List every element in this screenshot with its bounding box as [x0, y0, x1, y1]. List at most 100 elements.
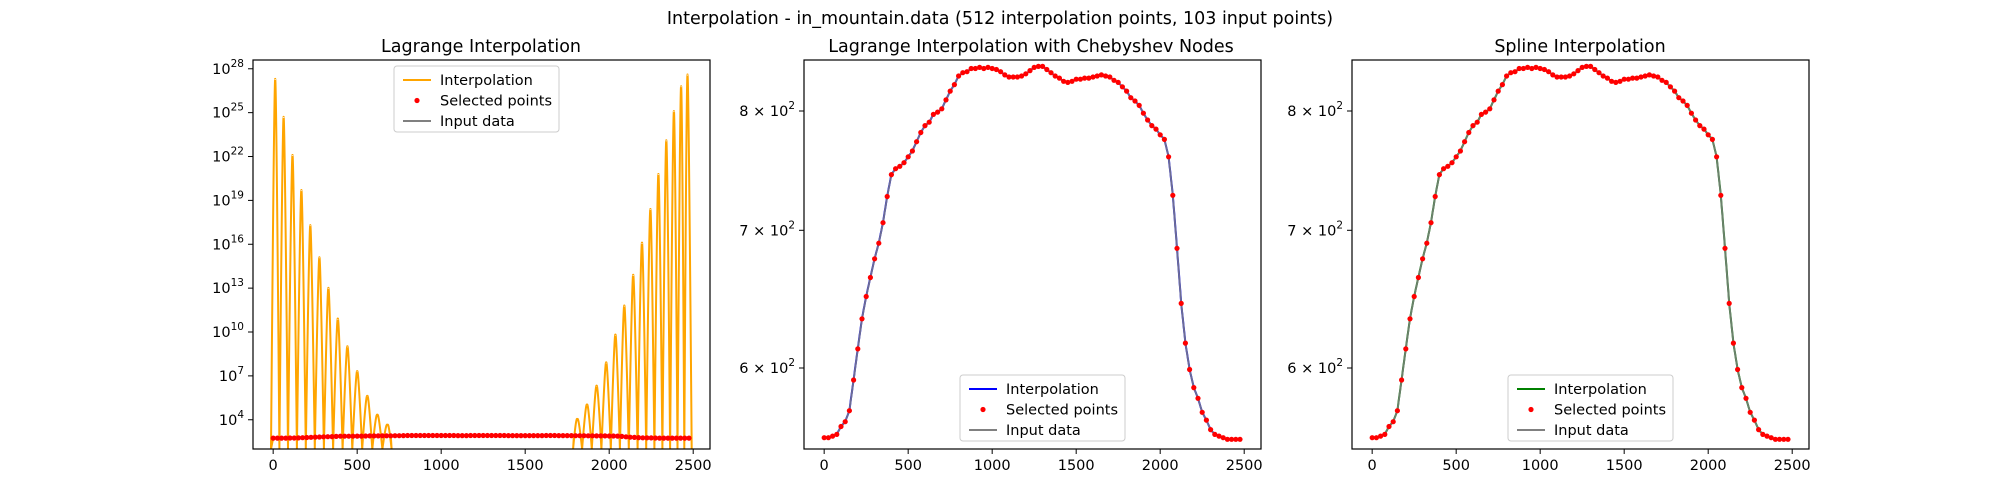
selected-point — [384, 433, 390, 439]
selected-point — [1764, 433, 1770, 439]
selected-point — [1533, 64, 1539, 70]
series-layer — [821, 63, 1243, 442]
selected-point — [1525, 64, 1531, 70]
selected-point — [636, 435, 642, 441]
selected-point — [901, 160, 907, 166]
selected-point — [350, 433, 356, 439]
selected-point — [1040, 63, 1046, 69]
tick-exponent: 2 — [1336, 357, 1343, 369]
selected-point — [1684, 102, 1690, 108]
selected-point — [1090, 74, 1096, 80]
selected-point — [1487, 106, 1493, 112]
selected-point — [1411, 293, 1417, 300]
selected-point — [606, 433, 612, 439]
selected-point — [388, 433, 394, 439]
selected-point — [1504, 73, 1510, 79]
selected-point — [1688, 110, 1694, 116]
selected-point — [270, 435, 276, 441]
selected-point — [505, 433, 511, 439]
selected-point — [939, 106, 945, 112]
y-tick-label: 8 × 102 — [739, 100, 795, 120]
y-tick-label: 1010 — [212, 321, 244, 341]
legend-label: Input data — [1006, 423, 1081, 439]
selected-point — [1124, 88, 1130, 94]
selected-point — [489, 432, 495, 439]
panel-spline: Spline Interpolation 0 500 1000 1500 2000 250… — [1287, 37, 1810, 474]
selected-point — [312, 434, 318, 440]
selected-point — [1119, 84, 1125, 90]
selected-point — [1035, 63, 1041, 69]
selected-point — [1390, 419, 1396, 425]
selected-point — [1579, 64, 1585, 70]
selected-point — [400, 433, 406, 439]
x-tick-label: 1000 — [423, 458, 460, 474]
selected-point — [455, 433, 461, 439]
selected-point — [1136, 102, 1142, 108]
selected-point — [1224, 436, 1230, 442]
selected-point — [1495, 88, 1501, 94]
x-tick-label: 0 — [820, 458, 829, 474]
selected-point — [834, 431, 840, 437]
selected-point — [594, 433, 600, 439]
selected-point — [1369, 435, 1375, 441]
selected-point — [1178, 300, 1184, 306]
selected-point — [438, 432, 444, 439]
selected-point — [316, 434, 322, 440]
selected-point — [1751, 417, 1757, 423]
selected-point — [623, 434, 629, 440]
tick-exponent: 2 — [1336, 219, 1343, 231]
selected-point — [426, 432, 432, 439]
selected-point — [1378, 433, 1384, 439]
selected-point — [1516, 65, 1522, 72]
selected-point — [888, 172, 895, 178]
tick-exponent: 25 — [231, 102, 244, 114]
selected-point — [1233, 436, 1239, 442]
selected-point — [518, 433, 524, 439]
selected-point — [430, 432, 436, 439]
x-tick-label: 2500 — [1226, 458, 1263, 474]
selected-point — [1554, 74, 1560, 80]
selected-point — [935, 109, 941, 115]
legend-swatch-dot — [1528, 406, 1534, 413]
selected-point — [468, 432, 474, 439]
selected-point — [956, 73, 962, 79]
selected-point — [1718, 192, 1724, 198]
x-tick-label: 2000 — [1142, 458, 1179, 474]
selected-point — [1229, 436, 1235, 442]
selected-point — [981, 65, 987, 72]
selected-point — [451, 432, 457, 439]
tick-exponent: 10 — [231, 321, 244, 333]
selected-point — [1646, 72, 1652, 78]
selected-point — [1760, 431, 1766, 437]
selected-point — [922, 123, 928, 129]
selected-point — [977, 64, 983, 70]
selected-point — [1002, 72, 1008, 78]
selected-point — [577, 433, 583, 439]
selected-point — [300, 435, 306, 441]
selected-point — [1483, 109, 1489, 115]
selected-point — [417, 432, 423, 439]
selected-point — [838, 423, 844, 430]
y-tick-label: 1025 — [212, 102, 244, 122]
selected-point — [573, 433, 579, 439]
tick-exponent: 4 — [237, 409, 244, 421]
selected-point — [1672, 88, 1678, 94]
selected-point — [884, 193, 890, 200]
selected-point — [1220, 435, 1226, 441]
selected-point — [905, 154, 911, 160]
selected-point — [1609, 78, 1615, 84]
legend-box — [959, 374, 1126, 442]
legend-label: Selected points — [1554, 403, 1666, 419]
selected-point — [657, 435, 663, 441]
selected-point — [1006, 74, 1012, 80]
selected-point — [1399, 377, 1405, 383]
selected-point — [1705, 132, 1711, 138]
selected-point — [1199, 409, 1205, 415]
selected-point — [308, 434, 314, 440]
selected-point — [1453, 154, 1459, 160]
clipped-series — [1369, 63, 1791, 442]
selected-point — [564, 433, 570, 439]
tick-exponent: 2 — [788, 100, 795, 112]
panel-lagrange: Lagrange Interpolation 0 500 1000 1500 2000 2… — [212, 37, 711, 474]
x-tick-label: 0 — [269, 458, 278, 474]
